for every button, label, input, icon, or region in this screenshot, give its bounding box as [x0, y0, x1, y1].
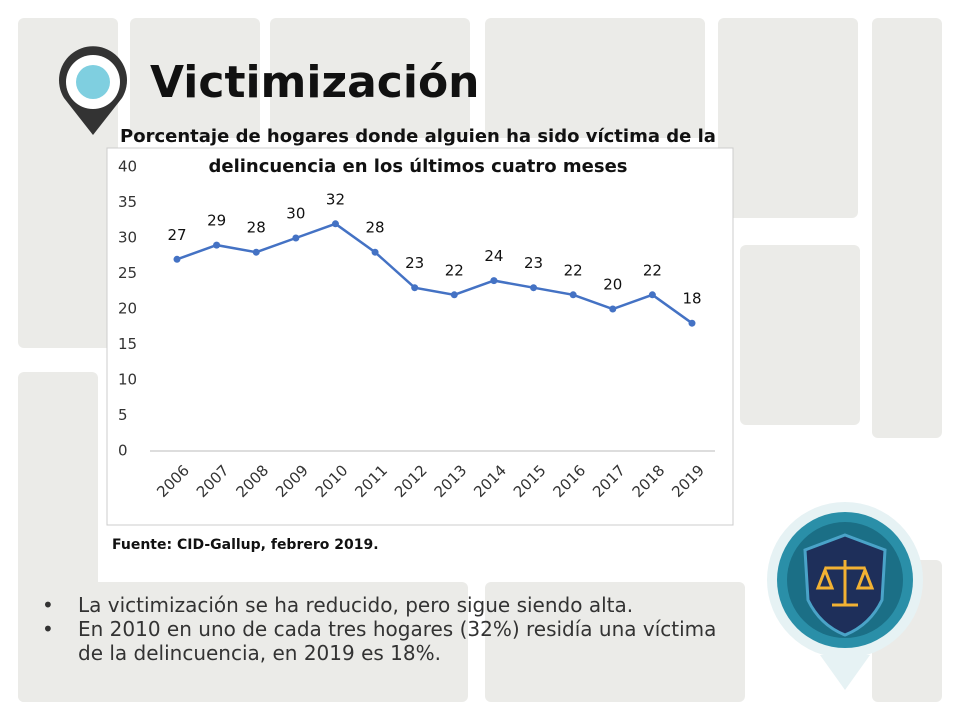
badge-icon [767, 502, 923, 690]
data-label: 22 [564, 261, 583, 279]
data-label: 23 [524, 254, 543, 272]
point [609, 305, 617, 313]
data-label: 22 [445, 261, 464, 279]
slide-title: Victimización [150, 57, 480, 108]
y-tick-label: 30 [118, 229, 137, 247]
bullet: La victimización se ha reducido, pero si… [40, 593, 720, 617]
point [292, 234, 300, 242]
data-label: 32 [326, 190, 345, 208]
y-tick-label: 25 [118, 264, 137, 282]
bullet: En 2010 en uno de cada tres hogares (32%… [40, 617, 720, 665]
y-tick-label: 40 [118, 158, 137, 176]
point [530, 284, 538, 292]
data-label: 28 [366, 219, 385, 237]
point [648, 291, 656, 299]
point [173, 255, 181, 263]
point [490, 277, 498, 285]
data-label: 30 [286, 205, 305, 223]
point [252, 248, 260, 256]
data-label: 28 [247, 219, 266, 237]
chart-frame [106, 147, 734, 526]
point [213, 241, 221, 249]
data-label: 29 [207, 212, 226, 230]
data-label: 22 [643, 261, 662, 279]
y-tick-label: 0 [118, 442, 128, 460]
point [411, 284, 419, 292]
point [371, 248, 379, 256]
bullet-list: La victimización se ha reducido, pero si… [40, 593, 720, 665]
y-tick-label: 15 [118, 335, 137, 353]
point [688, 319, 696, 327]
y-tick-label: 10 [118, 371, 137, 389]
y-tick-label: 5 [118, 406, 128, 424]
point [450, 291, 458, 299]
data-label: 18 [682, 290, 701, 308]
chart-title: Porcentaje de hogares donde alguien ha s… [120, 126, 716, 177]
source-note: Fuente: CID-Gallup, febrero 2019. [112, 537, 379, 553]
line-series [176, 222, 693, 325]
data-label: 23 [405, 254, 424, 272]
data-label: 20 [603, 276, 622, 294]
y-tick-label: 20 [118, 300, 137, 318]
pin-icon [59, 46, 127, 135]
data-label: 24 [484, 247, 503, 265]
y-tick-label: 35 [118, 193, 137, 211]
data-label: 27 [167, 226, 186, 244]
point [331, 220, 339, 228]
point [569, 291, 577, 299]
